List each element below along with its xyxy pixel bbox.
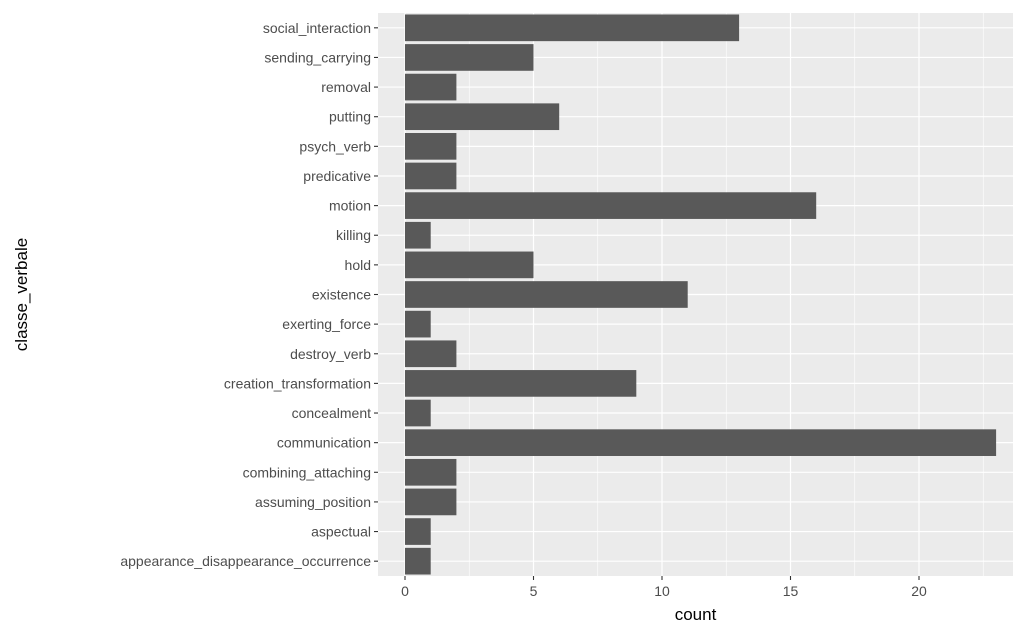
bar <box>405 192 817 219</box>
bar <box>405 133 457 160</box>
y-tick-label: exerting_force <box>282 316 371 332</box>
y-tick-label: killing <box>336 227 371 243</box>
bar <box>405 162 457 190</box>
y-tick-label: predicative <box>303 168 371 184</box>
bar <box>405 518 431 545</box>
y-tick-label: appearance_disappearance_occurrence <box>120 553 371 569</box>
y-tick-label: psych_verb <box>299 138 371 154</box>
y-tick-label: putting <box>329 109 371 125</box>
x-axis: 0 5 10 15 20 <box>401 576 927 599</box>
y-tick-label: motion <box>329 198 371 214</box>
bar <box>405 281 688 308</box>
y-tick-label: creation_transformation <box>224 375 371 391</box>
bar <box>405 547 431 575</box>
y-tick-label: existence <box>312 287 371 303</box>
y-axis: appearance_disappearance_occurrence aspec… <box>120 20 378 569</box>
y-tick-label: communication <box>277 435 371 451</box>
bars <box>405 14 997 575</box>
bar <box>405 399 431 427</box>
x-tick-label: 15 <box>783 583 799 599</box>
y-tick-label: removal <box>321 79 371 95</box>
y-axis-title: classe_verbale <box>12 238 31 351</box>
y-tick-label: aspectual <box>311 524 371 540</box>
bar <box>405 458 457 486</box>
x-tick-label: 10 <box>654 583 670 599</box>
y-tick-label: combining_attaching <box>243 464 371 480</box>
x-tick-label: 20 <box>911 583 927 599</box>
bar <box>405 73 457 101</box>
bar <box>405 251 534 279</box>
y-tick-label: social_interaction <box>263 20 371 36</box>
x-tick-label: 0 <box>401 583 409 599</box>
bar <box>405 370 637 397</box>
bar <box>405 44 534 71</box>
bar <box>405 14 740 42</box>
y-tick-label: assuming_position <box>255 494 371 510</box>
bar <box>405 103 560 131</box>
bar <box>405 340 457 368</box>
y-tick-label: concealment <box>292 405 371 421</box>
y-tick-label: hold <box>345 257 371 273</box>
bar <box>405 429 997 456</box>
x-axis-title: count <box>675 605 717 624</box>
y-tick-label: destroy_verb <box>290 346 371 362</box>
y-tick-label: sending_carrying <box>264 49 371 65</box>
x-tick-label: 5 <box>530 583 538 599</box>
bar <box>405 488 457 516</box>
bar <box>405 310 431 338</box>
bar <box>405 221 431 249</box>
